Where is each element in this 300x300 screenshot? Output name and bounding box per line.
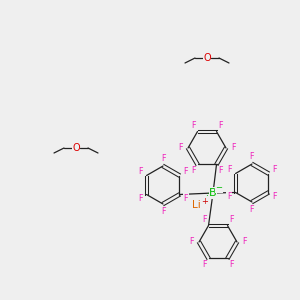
Text: F: F <box>229 214 233 224</box>
Text: F: F <box>161 154 165 163</box>
Text: F: F <box>231 143 236 152</box>
Text: F: F <box>138 194 142 203</box>
Text: F: F <box>218 121 223 130</box>
Text: O: O <box>72 143 80 153</box>
Text: F: F <box>138 167 142 176</box>
Text: F: F <box>184 194 188 203</box>
Text: F: F <box>184 167 188 176</box>
Text: F: F <box>189 238 194 247</box>
Text: +: + <box>202 196 208 206</box>
Text: F: F <box>202 214 207 224</box>
Text: F: F <box>227 192 231 201</box>
Text: F: F <box>218 167 223 176</box>
Text: F: F <box>191 121 196 130</box>
Text: F: F <box>229 260 233 269</box>
Text: F: F <box>250 205 254 214</box>
Text: F: F <box>273 192 277 201</box>
Text: F: F <box>202 260 207 269</box>
Text: −: − <box>215 184 223 193</box>
Text: F: F <box>227 165 231 174</box>
Text: F: F <box>191 167 196 176</box>
Text: F: F <box>273 165 277 174</box>
Text: F: F <box>178 143 183 152</box>
Text: F: F <box>242 238 247 247</box>
Text: F: F <box>161 207 165 216</box>
Text: B: B <box>209 188 217 198</box>
Text: O: O <box>203 53 211 63</box>
Text: Li: Li <box>192 200 200 210</box>
Text: F: F <box>250 152 254 161</box>
